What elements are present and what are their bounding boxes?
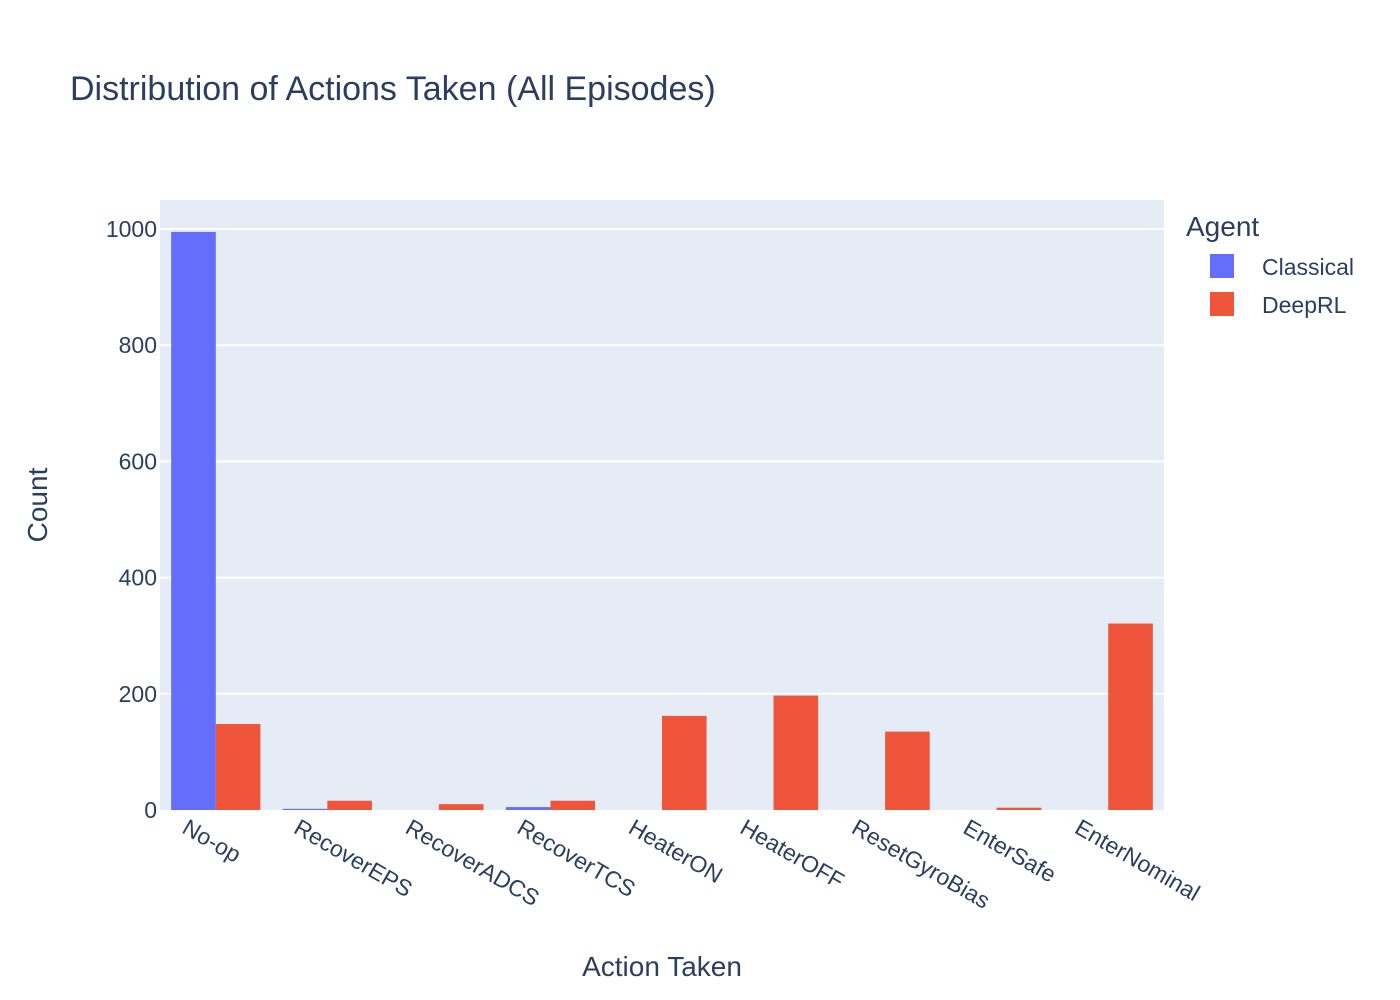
bar-deeprl-entersafe (996, 807, 1042, 810)
bar-classical-recovertcs (505, 807, 551, 810)
bar-classical-recovereps (282, 808, 328, 810)
bar-deeprl-enternominal (1108, 623, 1153, 810)
bar-deeprl-recoveradcs (438, 804, 484, 810)
x-tick-label: HeaterON (625, 814, 728, 888)
bar-deeprl-heateron (662, 715, 707, 810)
y-tick-label: 800 (119, 332, 157, 358)
bar-deeprl-recovereps (327, 800, 372, 810)
y-axis-title: Count (22, 467, 53, 542)
legend-label-classical[interactable]: Classical (1262, 254, 1354, 280)
legend-title: Agent (1186, 211, 1259, 242)
bar-classical-no-op (171, 231, 216, 810)
y-tick-label: 1000 (106, 216, 157, 242)
x-tick-label: EnterNominal (1071, 814, 1205, 906)
bars (171, 231, 1153, 810)
y-tick-label: 0 (144, 797, 157, 823)
chart-title: Distribution of Actions Taken (All Episo… (70, 70, 716, 108)
legend[interactable]: Agent Classical DeepRL (1186, 211, 1354, 318)
y-axis-ticks: 0 200 400 600 800 1000 (106, 216, 157, 823)
x-tick-label: RecoverEPS (290, 814, 417, 902)
x-tick-label: EnterSafe (959, 814, 1061, 888)
legend-swatch-deeprl[interactable] (1210, 292, 1234, 316)
bar-deeprl-resetgyrobias (885, 731, 930, 810)
bar-deeprl-recovertcs (550, 800, 596, 810)
bar-deeprl-heateroff (773, 695, 819, 810)
x-axis-ticks: No-op RecoverEPSRecoverADCSRecoverTCSHeat… (178, 814, 1204, 914)
legend-swatch-classical[interactable] (1210, 254, 1234, 278)
y-gridlines (160, 228, 1164, 695)
plot-area (160, 200, 1164, 810)
y-tick-label: 400 (119, 565, 157, 591)
x-axis-title: Action Taken (582, 951, 742, 982)
x-tick-label: No-op (178, 814, 245, 868)
y-tick-label: 600 (119, 448, 157, 474)
y-tick-label: 200 (119, 681, 157, 707)
legend-label-deeprl[interactable]: DeepRL (1262, 292, 1347, 318)
x-tick-label: HeaterOFF (736, 814, 849, 894)
bar-deeprl-no-op (215, 724, 261, 810)
